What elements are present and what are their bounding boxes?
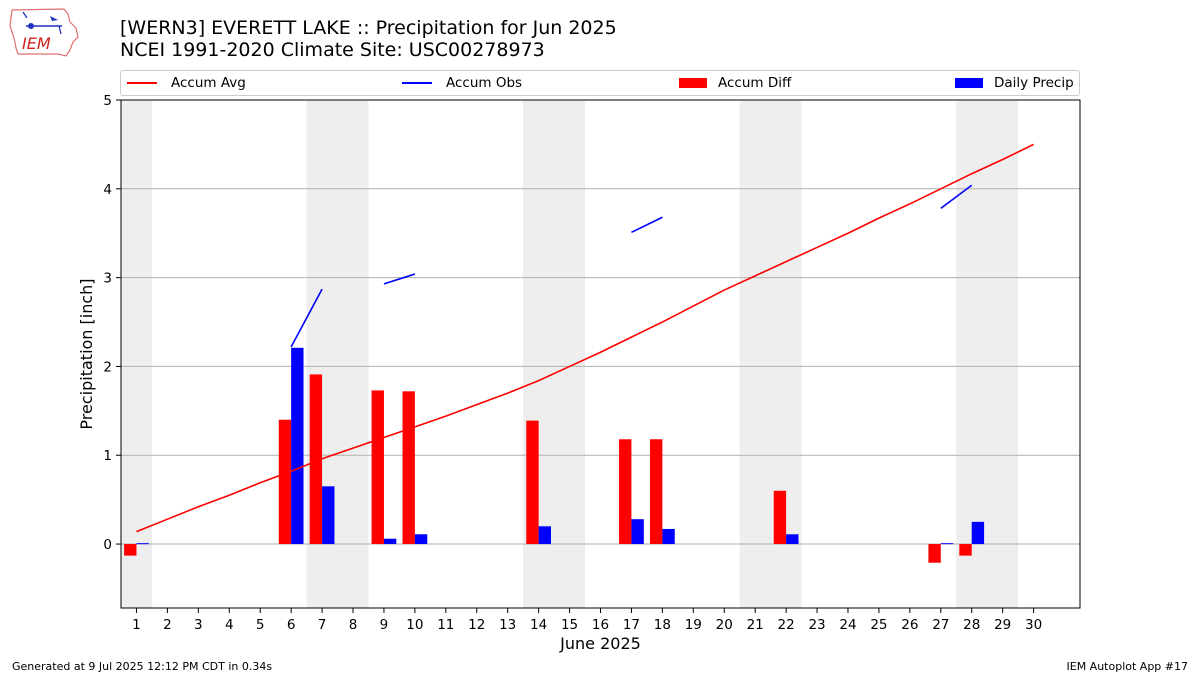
- daily-precip-bar: [136, 543, 149, 545]
- x-tick-label: 3: [194, 617, 203, 633]
- x-tick-label: 28: [963, 617, 980, 633]
- legend-swatch-box: [955, 78, 983, 88]
- x-tick-label: 21: [747, 617, 764, 633]
- accum-diff-bar: [649, 439, 663, 545]
- bars: [124, 347, 985, 563]
- legend-label: Accum Diff: [718, 75, 792, 91]
- legend-item-accum-diff: Accum Diff: [679, 71, 791, 95]
- y-tick-label: 4: [103, 182, 112, 198]
- accum-diff-bar: [124, 544, 137, 556]
- daily-precip-bar: [940, 543, 954, 545]
- x-tick-label: 24: [839, 617, 856, 633]
- accum-diff-bar: [278, 419, 292, 545]
- x-tick-label: 22: [778, 617, 795, 633]
- x-tick-label: 18: [654, 617, 671, 633]
- legend-label: Accum Obs: [446, 75, 523, 91]
- daily-precip-bar: [291, 347, 304, 545]
- y-tick-label: 1: [103, 448, 112, 464]
- lines: [136, 143, 1034, 533]
- y-tick-label: 3: [103, 271, 112, 287]
- x-tick-label: 8: [349, 617, 358, 633]
- legend-label: Accum Avg: [171, 75, 246, 91]
- daily-precip-bar: [322, 486, 335, 545]
- x-tick-label: 20: [716, 617, 733, 633]
- x-tick-label: 29: [994, 617, 1011, 633]
- x-tick-label: 9: [380, 617, 389, 633]
- x-tick-label: 17: [623, 617, 640, 633]
- legend-label: Daily Precip: [994, 75, 1074, 91]
- daily-precip-bar: [631, 519, 644, 545]
- accum-diff-bar: [619, 439, 632, 545]
- accum-diff-bar: [402, 391, 415, 545]
- chart-subtitle: NCEI 1991-2020 Climate Site: USC00278973: [120, 39, 545, 61]
- x-tick-label: 14: [530, 617, 547, 633]
- accum-diff-bar: [309, 374, 323, 545]
- y-tick-label: 0: [103, 537, 112, 553]
- accum-obs-segment: [631, 216, 663, 234]
- weekend-band: [956, 100, 1019, 608]
- x-tick-label: 4: [225, 617, 234, 633]
- x-tick-label: 12: [468, 617, 485, 633]
- chart-title: [WERN3] EVERETT LAKE :: Precipitation fo…: [120, 17, 617, 39]
- x-tick-label: 27: [932, 617, 949, 633]
- legend-item-accum-obs: Accum Obs: [402, 71, 522, 95]
- y-tick-label: 5: [103, 93, 112, 109]
- weekend-shading: [121, 100, 1019, 608]
- x-tick-label: 30: [1025, 617, 1042, 633]
- x-tick-label: 2: [163, 617, 172, 633]
- x-tick-label: 16: [592, 617, 609, 633]
- accum-avg-line: [136, 143, 1034, 533]
- iem-logo: IEM: [9, 8, 79, 57]
- y-tick-label: 2: [103, 359, 112, 375]
- x-tick-label: 11: [437, 617, 454, 633]
- x-tick-label: 6: [287, 617, 296, 633]
- plot-frame: [120, 99, 1081, 609]
- x-tick-label: 26: [901, 617, 918, 633]
- x-tick-label: 23: [808, 617, 825, 633]
- accum-obs-segment: [290, 288, 323, 348]
- accum-diff-bar: [526, 420, 539, 545]
- x-tick-label: 19: [685, 617, 702, 633]
- gridlines: [121, 99, 1080, 545]
- x-tick-label: 7: [318, 617, 327, 633]
- legend-swatch-line: [402, 82, 432, 84]
- daily-precip-bar: [786, 534, 799, 545]
- y-axis-label: Precipitation [inch]: [77, 278, 96, 429]
- x-tick-label: 5: [256, 617, 265, 633]
- x-tick-label: 1: [132, 617, 141, 633]
- chart-legend: Accum Avg Accum Obs Accum Diff Daily Pre…: [120, 70, 1080, 96]
- daily-precip-bar: [662, 528, 675, 545]
- footer-app: IEM Autoplot App #17: [1066, 660, 1189, 673]
- x-tick-label: 25: [870, 617, 887, 633]
- footer-generated: Generated at 9 Jul 2025 12:12 PM CDT in …: [12, 660, 273, 673]
- daily-precip-bar: [971, 521, 985, 545]
- accum-obs-segment: [383, 273, 416, 285]
- legend-swatch-box: [679, 78, 707, 88]
- weekend-band: [739, 100, 802, 608]
- daily-precip-bar: [383, 538, 397, 545]
- x-tick-label: 13: [499, 617, 516, 633]
- daily-precip-bar: [414, 534, 428, 545]
- accum-diff-bar: [371, 390, 384, 545]
- x-axis-label: June 2025: [559, 634, 641, 653]
- weekend-band: [121, 100, 152, 608]
- legend-item-accum-avg: Accum Avg: [127, 71, 246, 95]
- accum-obs-segment: [940, 184, 973, 209]
- svg-text:IEM: IEM: [22, 34, 51, 53]
- x-tick-label: 10: [406, 617, 423, 633]
- accum-diff-bar: [959, 544, 972, 556]
- x-tick-label: 15: [561, 617, 578, 633]
- legend-item-daily-precip: Daily Precip: [955, 71, 1074, 95]
- accum-diff-bar: [773, 490, 787, 545]
- daily-precip-bar: [538, 526, 552, 545]
- accum-diff-bar: [928, 544, 941, 563]
- legend-swatch-line: [127, 82, 157, 84]
